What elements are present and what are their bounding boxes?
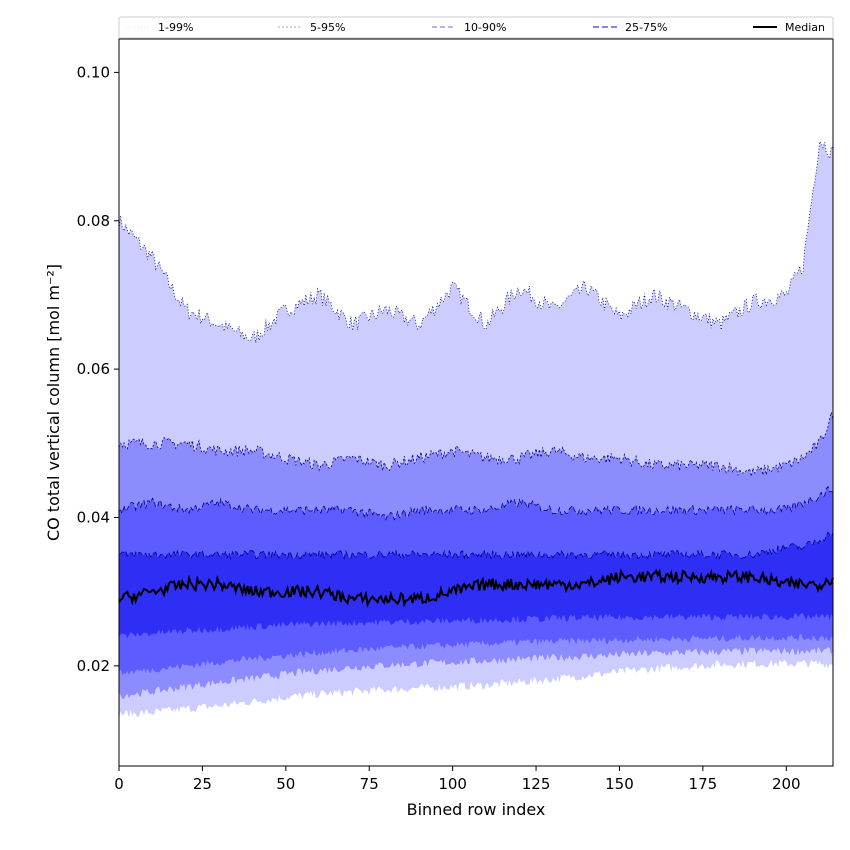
band-upper-edge xyxy=(118,140,834,343)
plot-frame xyxy=(118,38,834,767)
x-tick-label: 125 xyxy=(522,775,551,793)
plot-area xyxy=(118,140,834,719)
legend-label: 5-95% xyxy=(310,21,345,34)
x-axis-label: Binned row index xyxy=(407,800,546,819)
band-upper-edge xyxy=(118,412,834,477)
y-tick-label: 0.04 xyxy=(77,508,110,526)
legend-label: Median xyxy=(785,21,825,34)
median-line xyxy=(118,568,834,608)
legend-label: 10-90% xyxy=(464,21,506,34)
y-tick-label: 0.02 xyxy=(77,657,110,675)
x-tick-label: 175 xyxy=(689,775,718,793)
x-tick-label: 75 xyxy=(360,775,379,793)
y-tick-label: 0.10 xyxy=(77,63,110,81)
x-tick-label: 50 xyxy=(276,775,295,793)
y-tick-label: 0.06 xyxy=(77,360,110,378)
x-tick-label: 200 xyxy=(772,775,801,793)
x-tick-label: 0 xyxy=(114,775,124,793)
y-tick-label: 0.08 xyxy=(77,212,110,230)
band-25-75- xyxy=(119,532,833,639)
x-tick-label: 150 xyxy=(605,775,634,793)
y-axis: 0.02 0.04 0.06 0.08 0.10 xyxy=(77,63,119,675)
x-tick-label: 25 xyxy=(193,775,212,793)
x-tick-label: 100 xyxy=(438,775,467,793)
x-axis: 0 25 50 75 100 125 150 175 200 xyxy=(114,766,801,793)
legend-label: 25-75% xyxy=(625,21,667,34)
legend-box xyxy=(118,16,834,39)
legend-label: 1-99% xyxy=(158,21,193,34)
legend: 1-99% 5-95% 10-90% 25-75% Median xyxy=(118,16,834,39)
y-axis-label: CO total vertical column [mol m⁻²] xyxy=(44,264,63,541)
band-upper-edge xyxy=(118,485,834,521)
band-upper-edge xyxy=(118,531,834,561)
